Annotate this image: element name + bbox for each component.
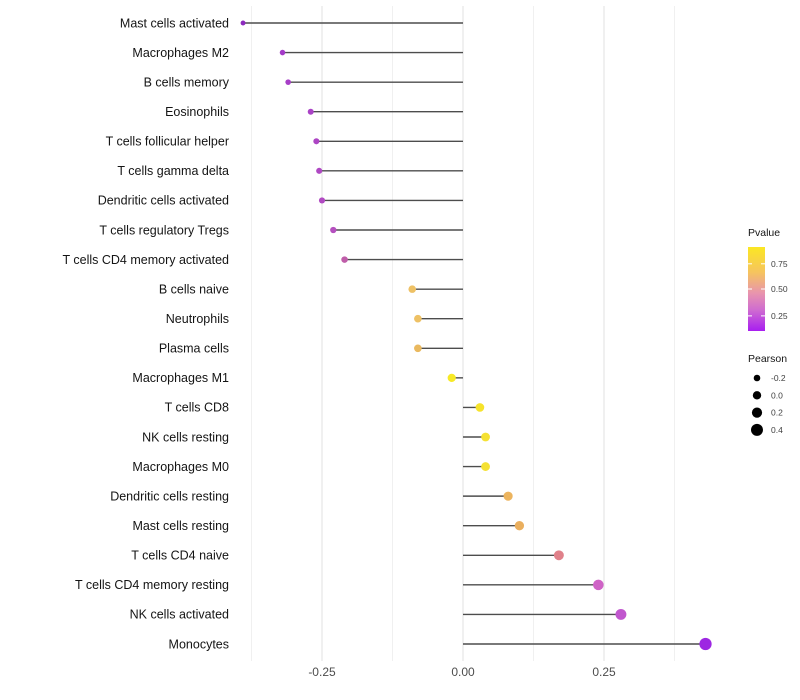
category-label: NK cells activated	[130, 608, 229, 622]
category-label: Mast cells activated	[120, 16, 229, 30]
data-point	[593, 579, 604, 591]
pvalue-legend-title: Pvalue	[748, 227, 780, 239]
size-legend-dot	[751, 423, 763, 436]
category-label: Dendritic cells activated	[98, 194, 229, 208]
x-axis-tick-label: 0.25	[592, 665, 616, 679]
x-axis-tick-label: 0.00	[451, 665, 475, 679]
category-label: Dendritic cells resting	[110, 489, 229, 503]
size-legend-dot	[752, 391, 762, 400]
category-label: Macrophages M2	[132, 46, 229, 60]
category-label: B cells memory	[144, 75, 230, 89]
pearson-legend-title: Pearson	[748, 353, 787, 365]
category-label: Eosinophils	[165, 105, 229, 119]
category-label: T cells CD4 naive	[131, 549, 229, 563]
data-point	[481, 432, 490, 442]
data-point	[316, 167, 323, 174]
category-label: Mast cells resting	[132, 519, 229, 533]
category-label: T cells CD8	[165, 401, 229, 415]
category-label: Monocytes	[169, 637, 229, 651]
data-point	[699, 637, 712, 651]
data-point	[285, 79, 291, 85]
category-label: T cells regulatory Tregs	[99, 223, 229, 237]
data-point	[318, 197, 326, 204]
data-point	[514, 521, 525, 531]
size-legend-label: 0.0	[771, 390, 783, 400]
category-label: Neutrophils	[166, 312, 229, 326]
size-legend-dot	[753, 374, 761, 382]
data-point	[503, 491, 513, 501]
data-point	[279, 49, 286, 56]
category-label: T cells CD4 memory resting	[75, 578, 229, 592]
data-point	[414, 314, 422, 323]
size-legend-label: 0.2	[771, 408, 783, 418]
data-point	[475, 403, 485, 412]
data-point	[553, 550, 564, 561]
data-point	[481, 462, 490, 471]
size-legend-dot	[751, 407, 763, 418]
category-label: B cells naive	[159, 282, 229, 296]
data-point	[615, 608, 627, 620]
category-label: Macrophages M1	[132, 371, 229, 385]
data-point	[408, 285, 417, 293]
x-axis-tick-label: -0.25	[308, 665, 336, 679]
pvalue-colorbar	[748, 247, 765, 331]
colorbar-tick-label: 0.25	[771, 311, 788, 321]
data-point	[313, 138, 320, 145]
data-point	[447, 373, 456, 382]
colorbar-tick-label: 0.75	[771, 259, 788, 269]
category-label: NK cells resting	[142, 430, 229, 444]
data-point	[414, 344, 422, 353]
size-legend-label: -0.2	[771, 373, 786, 383]
data-point	[307, 108, 314, 115]
category-label: T cells gamma delta	[117, 164, 229, 178]
data-point	[330, 226, 337, 234]
data-point	[341, 256, 348, 263]
category-label: T cells follicular helper	[106, 135, 229, 149]
category-label: Macrophages M0	[132, 460, 229, 474]
colorbar-tick-label: 0.50	[771, 284, 788, 294]
category-label: T cells CD4 memory activated	[63, 253, 230, 267]
category-label: Plasma cells	[159, 342, 229, 356]
size-legend-label: 0.4	[771, 425, 783, 435]
data-point	[240, 20, 246, 26]
